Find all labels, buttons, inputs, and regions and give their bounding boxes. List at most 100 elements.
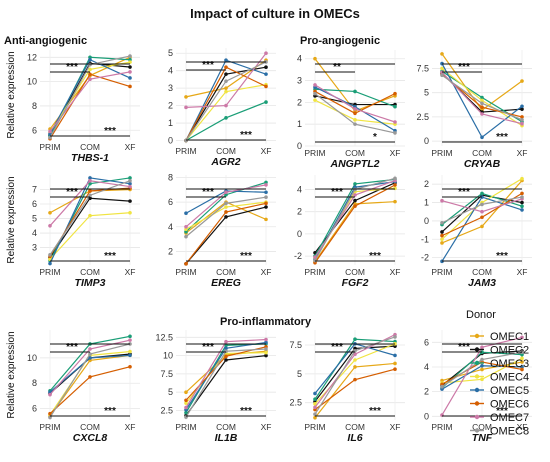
legend-swatch-dot-omec1 (474, 333, 480, 339)
point-thbs-1-omec4-1 (88, 67, 92, 72)
point-il6-omec1-1 (353, 365, 357, 369)
point-ereg-omec5-0 (184, 211, 188, 216)
legend-swatch-dot-omec5 (474, 387, 480, 393)
point-agr2-omec7-2 (264, 51, 268, 56)
gene-label-jam3: JAM3 (468, 277, 496, 289)
panel-il1b: 2.5 5 7.5 10 12.5 PRIM COM XF IL1B *** *** (155, 330, 276, 444)
ytick-label-thbs-1-2: 10 (27, 77, 37, 87)
point-ereg-omec4-0 (184, 227, 188, 232)
ytick-label-tnf-2: 4 (424, 362, 429, 372)
group-label-anti-angiogenic: Anti-angiogenic (4, 35, 87, 47)
legend-item-omec1: OMEC1 (470, 331, 529, 343)
point-ereg-omec7-2 (264, 183, 268, 187)
sig-label-top-agr2: *** (202, 60, 214, 71)
sig-label-bottom-fgf2: *** (369, 251, 381, 262)
sig-label-bottom-cryab: *** (496, 132, 508, 143)
point-timp3-omec5-1 (88, 176, 92, 180)
point-jam3-omec2-2 (520, 200, 524, 205)
ytick-label-jam3-0: -2 (421, 253, 429, 263)
point-fgf2-omec8-2 (393, 176, 397, 181)
xtick-label-fgf2-2: XF (390, 267, 401, 277)
legend-swatch-dot-omec6 (474, 401, 480, 406)
point-agr2-omec5-1 (224, 58, 228, 63)
point-jam3-omec1-1 (480, 224, 484, 229)
xtick-label-jam3-2: XF (517, 267, 528, 277)
point-agr2-omec3-1 (224, 116, 228, 120)
point-ereg-omec3-2 (264, 180, 268, 185)
legend-item-omec2: OMEC2 (470, 345, 529, 357)
xtick-label-thbs-1-2: XF (125, 142, 136, 152)
point-tnf-omec3-2 (520, 352, 524, 357)
ytick-label-thbs-1-0: 6 (32, 125, 37, 135)
point-tnf-omec5-1 (480, 363, 484, 368)
legend-label-omec6: OMEC6 (490, 399, 529, 411)
legend-item-omec7: OMEC7 (470, 412, 529, 424)
xtick-label-cxcl8-2: XF (125, 422, 136, 432)
point-ereg-omec7-0 (184, 224, 188, 229)
point-jam3-omec4-0 (440, 237, 444, 242)
panel-cxcl8: 6 8 10 PRIM COM XF CXCL8 Relative expression ***… (6, 330, 140, 444)
point-il6-omec6-2 (393, 367, 397, 372)
sig-label-top-cryab: *** (458, 62, 470, 73)
xtick-label-ereg-2: XF (261, 267, 272, 277)
point-fgf2-omec2-1 (353, 198, 357, 203)
ytick-label-thbs-1-1: 8 (32, 101, 37, 111)
point-cryab-omec6-1 (480, 105, 484, 110)
ytick-label-timp3-2: 5 (32, 214, 37, 224)
sig-label-bottom-angptl2: * (373, 132, 377, 143)
point-jam3-omec6-0 (440, 233, 444, 238)
ytick-label-agr2-0: 0 (168, 136, 173, 146)
panel-cryab: 0 2.5 5 7.5 PRIM COM XF CRYAB *** *** (416, 50, 532, 170)
point-ereg-omec6-1 (224, 210, 228, 214)
sig-label-bottom-il1b: *** (240, 406, 252, 417)
point-cxcl8-omec3-2 (128, 334, 132, 339)
xtick-label-cxcl8-1: COM (80, 422, 100, 432)
point-tnf-omec4-1 (480, 377, 484, 382)
point-thbs-1-omec8-2 (128, 54, 132, 58)
ytick-label-angptl2-4: 4 (297, 54, 302, 64)
xtick-label-tnf-1: COM (472, 422, 492, 432)
ytick-label-agr2-2: 2 (168, 101, 173, 111)
point-ereg-omec1-2 (264, 217, 268, 222)
xtick-label-cryab-1: COM (472, 148, 492, 158)
point-thbs-1-omec8-0 (48, 135, 52, 140)
ytick-label-timp3-1: 4 (32, 228, 37, 238)
ytick-label-il6-0: 2.5 (289, 398, 302, 408)
point-cryab-omec7-1 (480, 112, 484, 116)
gene-label-thbs-1: THBS-1 (71, 152, 109, 164)
point-timp3-omec7-0 (48, 224, 52, 228)
point-thbs-1-omec2-2 (128, 65, 132, 69)
point-jam3-omec4-2 (520, 176, 524, 181)
point-timp3-omec3-2 (128, 176, 132, 180)
legend-label-omec2: OMEC2 (490, 345, 529, 357)
point-jam3-omec3-2 (520, 204, 524, 209)
point-angptl2-omec7-2 (393, 120, 397, 124)
legend: Donor OMEC1OMEC2OMEC3OMEC4OMEC5OMEC6OMEC… (466, 309, 529, 438)
point-il6-omec1-2 (393, 361, 397, 366)
point-timp3-omec2-2 (128, 199, 132, 203)
point-fgf2-omec4-2 (393, 186, 397, 191)
ytick-label-timp3-3: 6 (32, 199, 37, 209)
xtick-label-tnf-0: PRIM (431, 422, 452, 432)
point-jam3-omec8-2 (520, 195, 524, 199)
point-agr2-omec5-2 (264, 72, 268, 76)
xtick-label-fgf2-0: PRIM (304, 267, 325, 277)
xtick-label-cxcl8-0: PRIM (39, 422, 60, 432)
point-angptl2-omec3-2 (393, 104, 397, 109)
panel-jam3: -2 -1 0 1 2 PRIM COM XF JAM3 *** *** (421, 175, 532, 289)
legend-swatch-dot-omec8 (474, 428, 480, 433)
ytick-label-il1b-0: 2.5 (160, 405, 173, 415)
point-timp3-omec5-2 (128, 181, 132, 186)
ytick-label-agr2-3: 3 (168, 83, 173, 93)
point-thbs-1-omec8-1 (88, 62, 92, 67)
xtick-label-jam3-0: PRIM (431, 267, 452, 277)
xtick-label-il1b-1: COM (216, 422, 236, 432)
point-il1b-omec7-2 (264, 337, 268, 342)
point-jam3-omec6-1 (480, 215, 484, 220)
gene-label-tnf: TNF (472, 432, 493, 444)
point-il6-omec1-0 (313, 415, 317, 420)
point-il1b-omec3-0 (184, 410, 188, 415)
point-tnf-omec8-0 (440, 384, 444, 389)
point-jam3-omec5-2 (520, 208, 524, 212)
point-il1b-omec8-2 (264, 347, 268, 351)
